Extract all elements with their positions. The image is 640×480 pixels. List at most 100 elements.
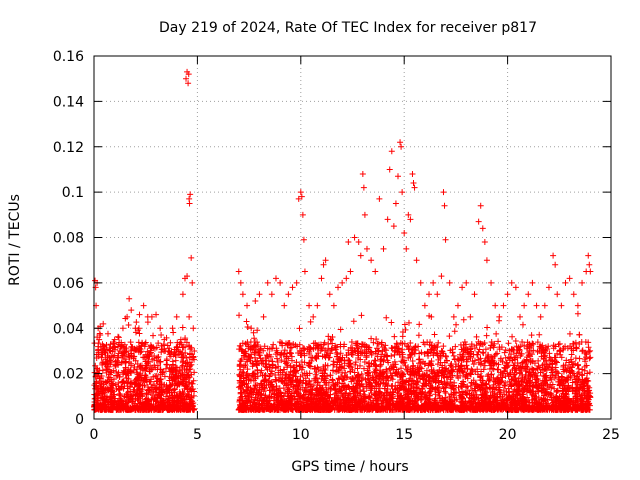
data-point xyxy=(190,377,197,384)
data-point xyxy=(460,316,467,323)
data-point xyxy=(270,341,277,348)
data-point xyxy=(178,351,185,358)
data-point xyxy=(109,394,116,401)
data-point xyxy=(139,393,146,400)
data-point xyxy=(95,406,102,413)
data-point xyxy=(575,365,582,372)
data-point xyxy=(123,380,130,387)
data-point xyxy=(328,346,335,353)
data-point xyxy=(103,403,110,410)
data-point xyxy=(110,376,117,383)
data-point xyxy=(350,318,357,325)
data-point xyxy=(441,388,448,395)
data-point xyxy=(172,357,179,364)
data-point xyxy=(155,353,162,360)
data-point xyxy=(139,382,146,389)
data-point xyxy=(371,357,378,364)
data-point xyxy=(142,351,149,358)
data-point xyxy=(435,339,442,346)
data-point xyxy=(184,404,191,411)
data-point xyxy=(188,386,195,393)
data-point xyxy=(186,343,193,350)
data-point xyxy=(188,401,195,408)
data-point xyxy=(115,383,122,390)
data-point xyxy=(383,347,390,354)
data-point xyxy=(137,349,144,356)
data-point xyxy=(174,364,181,371)
data-point xyxy=(94,365,101,372)
data-point xyxy=(586,369,593,376)
data-point xyxy=(96,375,103,382)
data-point xyxy=(179,324,186,331)
data-point xyxy=(108,388,115,395)
data-point xyxy=(163,356,170,363)
data-point xyxy=(388,319,395,326)
data-point xyxy=(330,367,337,374)
data-point xyxy=(157,376,164,383)
data-point xyxy=(164,396,171,403)
data-point xyxy=(91,340,98,347)
data-point xyxy=(133,319,140,326)
data-point xyxy=(172,373,179,380)
data-point xyxy=(149,356,156,363)
data-point xyxy=(115,361,122,368)
data-point xyxy=(141,343,148,350)
data-point xyxy=(190,354,197,361)
data-point xyxy=(145,397,152,404)
data-point xyxy=(137,370,144,377)
data-point xyxy=(92,395,99,402)
data-point xyxy=(158,346,165,353)
data-point xyxy=(574,310,581,317)
data-point xyxy=(177,372,184,379)
data-point xyxy=(136,386,143,393)
data-point xyxy=(126,359,133,366)
data-point xyxy=(98,354,105,361)
data-point xyxy=(143,377,150,384)
data-point xyxy=(160,342,167,349)
data-point xyxy=(383,314,390,321)
data-point xyxy=(493,330,500,337)
data-point xyxy=(190,406,197,413)
data-point xyxy=(148,376,155,383)
grid-lines xyxy=(94,56,611,419)
data-point xyxy=(576,355,583,362)
data-point xyxy=(183,355,190,362)
data-point xyxy=(98,374,105,381)
data-point xyxy=(130,386,137,393)
data-point xyxy=(136,330,143,337)
data-point xyxy=(100,320,107,327)
data-point xyxy=(158,331,165,338)
data-point xyxy=(151,345,158,352)
data-point xyxy=(138,365,145,372)
data-point xyxy=(125,366,132,373)
data-point xyxy=(147,342,154,349)
data-point xyxy=(296,325,303,332)
data-point xyxy=(109,380,116,387)
data-point xyxy=(128,398,135,405)
data-point xyxy=(111,336,118,343)
data-point xyxy=(185,393,192,400)
data-point xyxy=(114,372,121,379)
data-point xyxy=(110,391,117,398)
data-point xyxy=(137,406,144,413)
data-point xyxy=(134,366,141,373)
data-point xyxy=(123,375,130,382)
data-point xyxy=(128,353,135,360)
data-point xyxy=(173,392,180,399)
data-point xyxy=(391,333,398,340)
data-point xyxy=(163,361,170,368)
data-point xyxy=(91,369,98,376)
data-point xyxy=(451,328,458,335)
data-point xyxy=(182,350,189,357)
data-point xyxy=(119,349,126,356)
data-point xyxy=(566,330,573,337)
data-point xyxy=(138,348,145,355)
data-point xyxy=(572,355,579,362)
data-point xyxy=(186,351,193,358)
data-point xyxy=(484,324,491,331)
data-point xyxy=(358,312,365,319)
data-point xyxy=(156,358,163,365)
data-point xyxy=(151,384,158,391)
data-point xyxy=(431,331,438,338)
data-point xyxy=(130,379,137,386)
